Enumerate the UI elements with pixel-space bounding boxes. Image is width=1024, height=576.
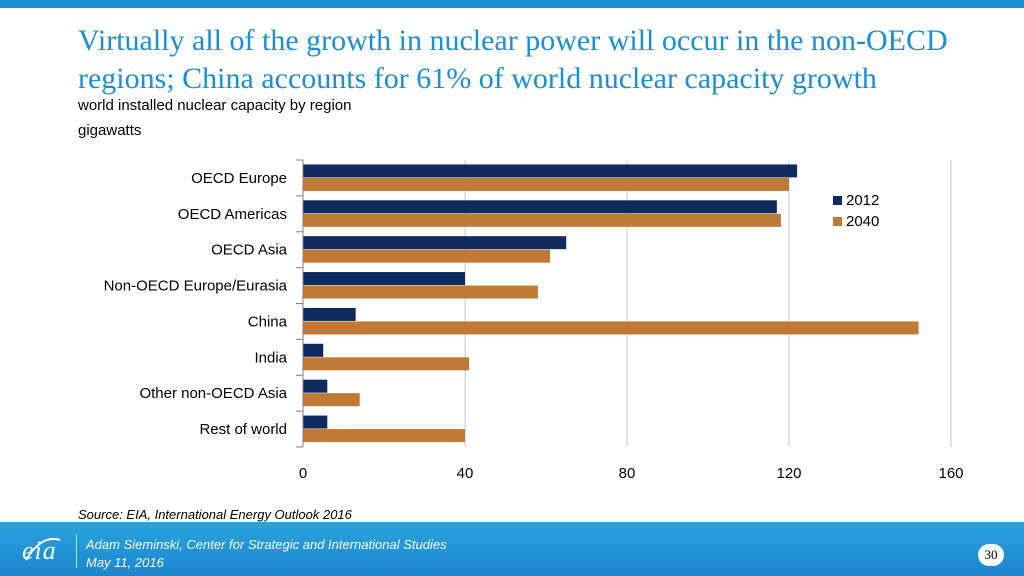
category-label: Rest of world (199, 421, 287, 438)
bar-2012-6 (303, 379, 328, 393)
bar-chart: OECD Europe OECD Americas OECD Asia Non-OEC… (104, 159, 964, 482)
bar-2040-6 (303, 393, 360, 407)
bar-2012-1 (303, 200, 777, 214)
slide-title: Virtually all of the growth in nuclear p… (78, 24, 948, 95)
bar-2040-3 (303, 285, 538, 299)
bar-2012-2 (303, 236, 567, 250)
category-label: Non-OECD Europe/Eurasia (104, 278, 288, 295)
bar-2012-4 (303, 307, 356, 321)
category-label: OECD Asia (211, 242, 288, 259)
bar-2040-2 (303, 249, 551, 263)
page-number: 30 (978, 544, 1004, 566)
legend-swatch-2012 (833, 196, 842, 205)
logo-text: eia (22, 536, 57, 565)
category-label: China (248, 313, 288, 330)
x-tick-label: 80 (619, 465, 636, 482)
category-label: OECD Europe (191, 170, 287, 187)
x-tick-label: 120 (776, 465, 801, 482)
x-tick-label: 160 (938, 465, 963, 482)
bar-2040-0 (303, 177, 789, 191)
bar-2040-7 (303, 429, 465, 443)
chart-units: gigawatts (78, 122, 142, 139)
bar-2012-7 (303, 415, 328, 429)
chart-subtitle: world installed nuclear capacity by regi… (78, 97, 352, 114)
eia-logo-icon (25, 538, 61, 561)
footer-bar: eia Adam Sieminski, Center for Strategic… (0, 522, 1024, 576)
x-tick-label: 40 (457, 465, 474, 482)
bar-2012-3 (303, 272, 465, 286)
x-tick-label: 0 (299, 465, 307, 482)
bar-2040-5 (303, 357, 470, 371)
legend-label-2012: 2012 (846, 192, 879, 209)
bar-2012-5 (303, 343, 324, 357)
presenter-name: Adam Sieminski, Center for Strategic and… (86, 537, 447, 552)
category-label: India (254, 349, 287, 366)
bar-2040-1 (303, 213, 781, 227)
footer-divider (76, 534, 77, 568)
legend-label-2040: 2040 (846, 213, 879, 230)
legend-swatch-2040 (833, 217, 842, 226)
category-label: OECD Americas (178, 206, 287, 223)
top-accent-bar (0, 0, 1024, 8)
category-label: Other non-OECD Asia (139, 385, 287, 402)
presentation-date: May 11, 2016 (86, 555, 164, 570)
bar-2012-0 (303, 164, 798, 178)
source-note: Source: EIA, International Energy Outloo… (78, 507, 352, 522)
bar-2040-4 (303, 321, 919, 335)
